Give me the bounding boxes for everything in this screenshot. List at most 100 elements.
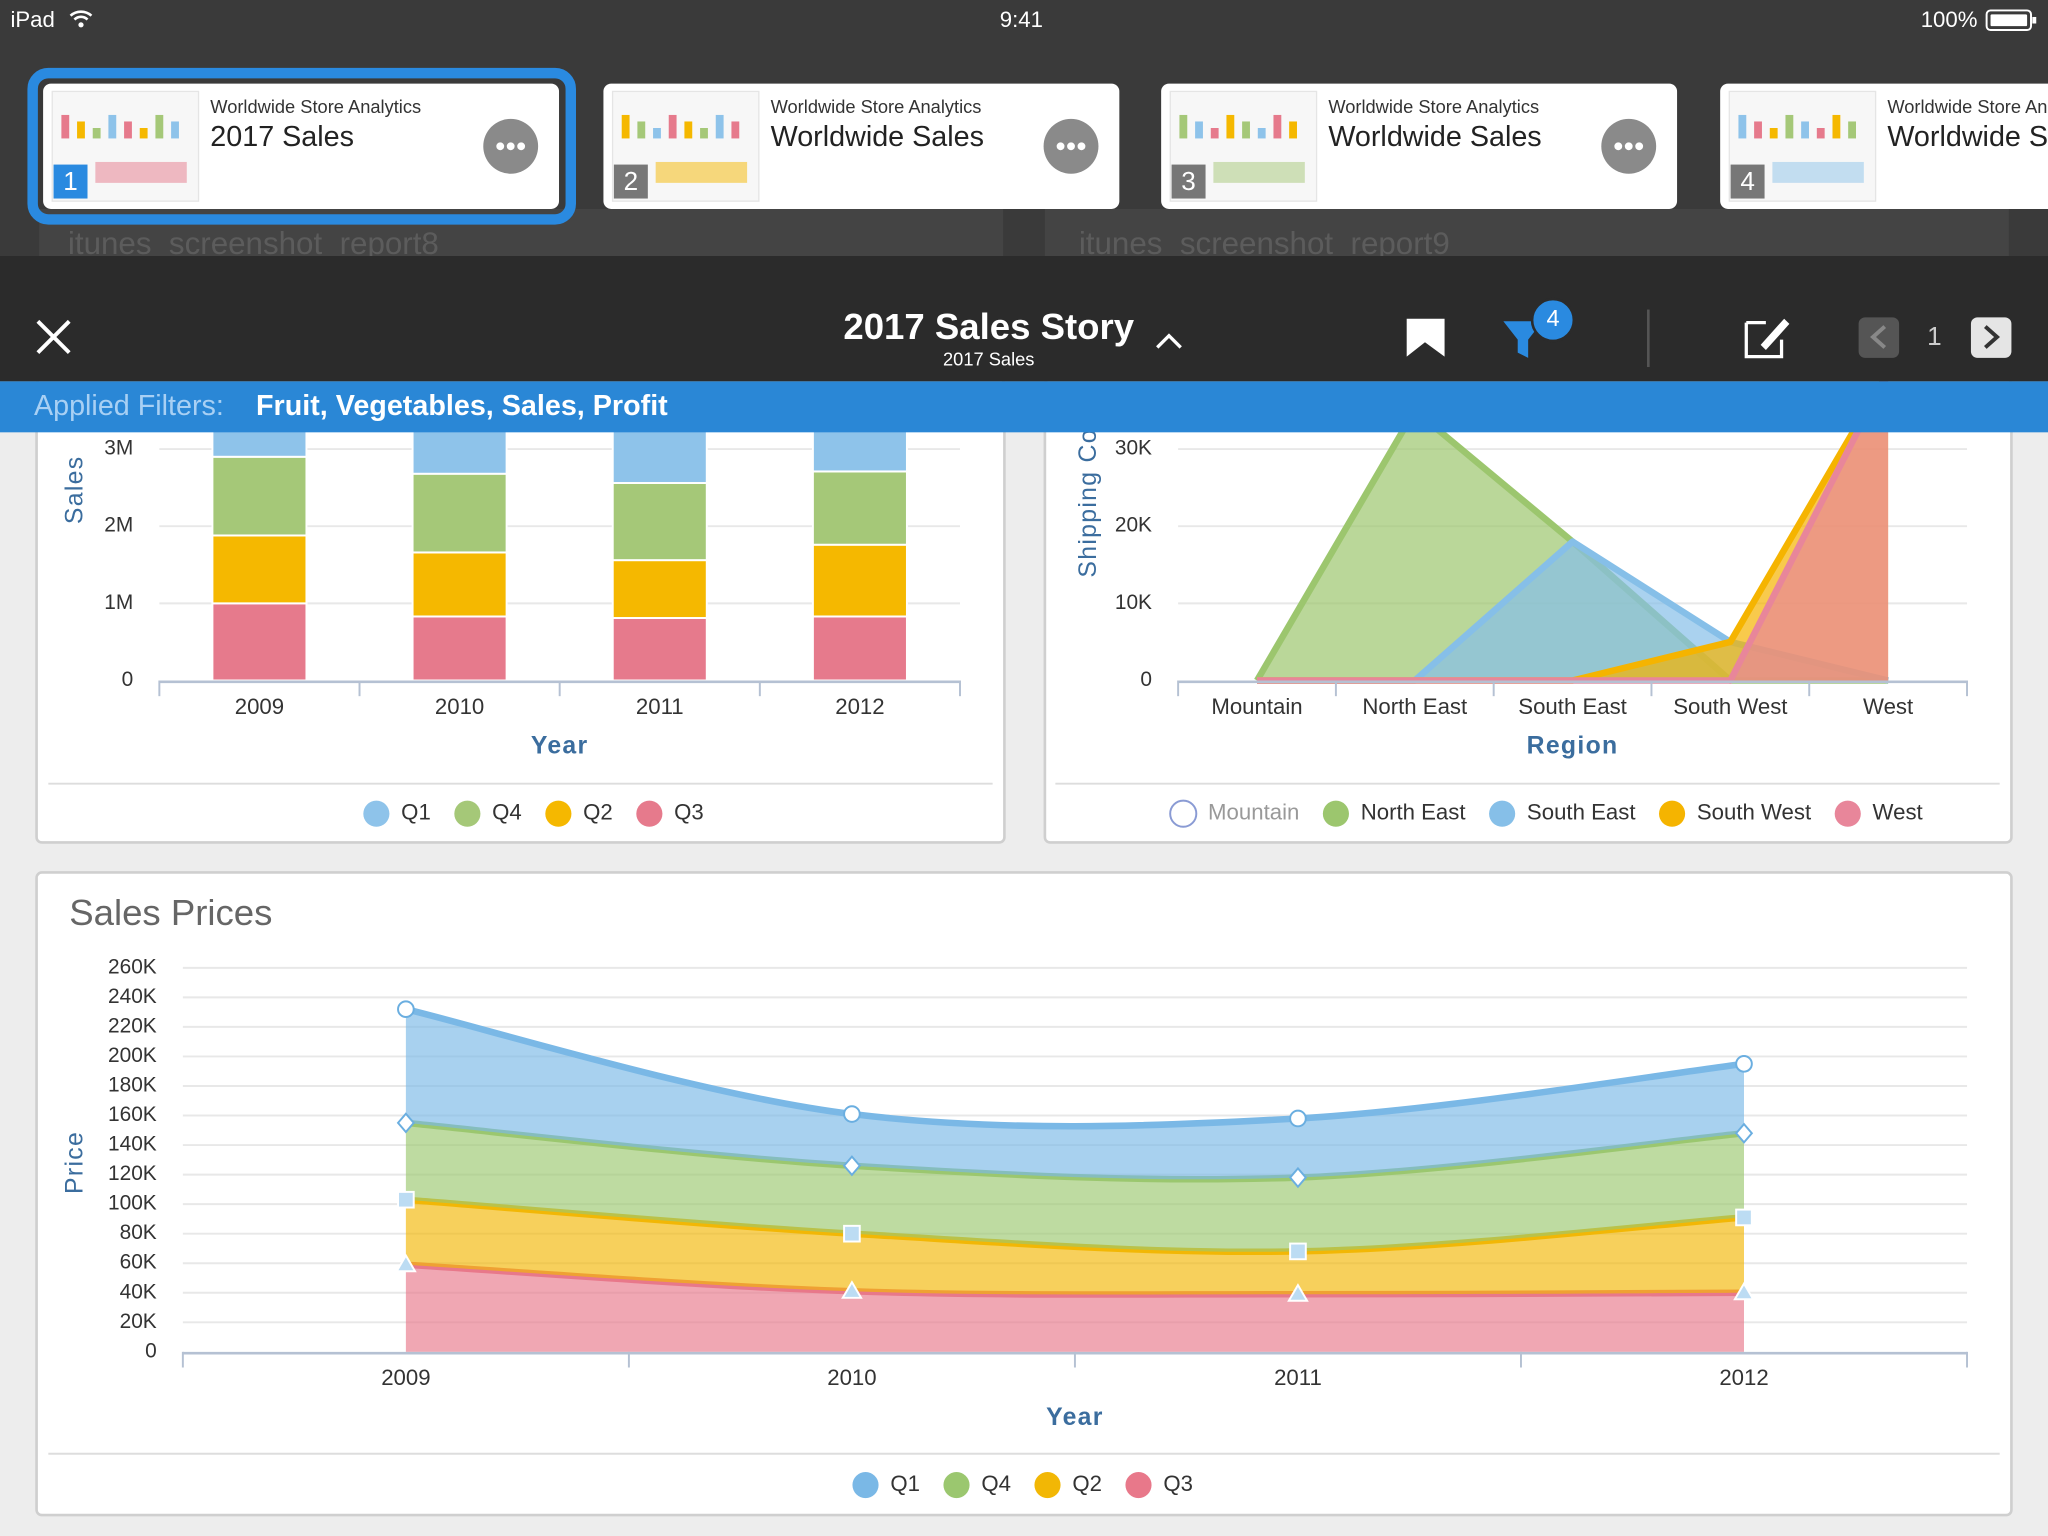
x-tick-label: West — [1863, 694, 1913, 719]
legend-swatch[interactable] — [454, 800, 481, 827]
thumbnail-detail — [1213, 161, 1305, 183]
y-tick-label: 3M — [104, 437, 133, 460]
card-number-badge — [53, 164, 88, 199]
legend-label[interactable]: Q4 — [492, 800, 522, 825]
bar-segment — [411, 426, 508, 475]
legend-label[interactable]: Q1 — [401, 800, 431, 825]
legend-swatch[interactable] — [943, 1471, 970, 1499]
thumbnail-detail — [61, 114, 70, 139]
thumbnail-detail — [1816, 127, 1825, 139]
thumbnail-detail — [653, 127, 661, 139]
bar-segment — [211, 602, 308, 682]
filter-label: Applied Filters: — [34, 390, 224, 422]
thumbnail-detail — [1226, 114, 1235, 139]
previous-page[interactable] — [1870, 325, 1887, 349]
legend-swatch[interactable] — [1034, 1471, 1061, 1499]
previous-page[interactable] — [1858, 317, 1900, 358]
card-title: Worldwide Sales — [1328, 121, 1541, 153]
y-tick-label: 260K — [108, 955, 157, 978]
thumbnail-detail — [1179, 114, 1188, 139]
point-marker — [397, 1000, 415, 1019]
point-marker — [397, 1190, 415, 1209]
filter-button[interactable] — [1503, 321, 1543, 358]
header: itunes_screenshot_report8 itunes_screens… — [0, 0, 2048, 433]
y-tick-label: 100K — [108, 1192, 157, 1215]
x-tick-label: 2012 — [835, 694, 884, 719]
legend-label[interactable]: South East — [1527, 800, 1636, 825]
bar-segment — [611, 617, 708, 682]
point-marker — [1735, 1208, 1753, 1227]
thumbnail-detail — [139, 127, 148, 139]
y-tick-label: 0 — [122, 668, 134, 691]
legend-swatch[interactable] — [1125, 1471, 1152, 1499]
y-tick-label: 10K — [1115, 591, 1152, 614]
legend-label[interactable]: Q4 — [981, 1471, 1011, 1496]
collapse-chevron[interactable] — [1156, 333, 1182, 349]
thumbnail-detail — [1769, 127, 1778, 139]
battery-icon — [1985, 9, 2032, 32]
legend-swatch[interactable] — [636, 800, 663, 827]
legend-label[interactable]: Q3 — [1163, 1471, 1193, 1496]
x-axis-title: Year — [1046, 1404, 1104, 1431]
card-number: 1 — [63, 166, 78, 196]
close-button[interactable] — [36, 319, 71, 355]
legend-swatch[interactable] — [1489, 800, 1516, 827]
thumbnail-detail — [655, 161, 748, 183]
thumbnail-detail — [731, 121, 740, 139]
area — [1257, 371, 1889, 681]
wifi-icon — [69, 10, 93, 21]
bookmark-button[interactable] — [1406, 318, 1445, 357]
y-tick-label: 240K — [108, 985, 157, 1008]
legend-label[interactable]: Q1 — [890, 1471, 920, 1496]
legend-swatch[interactable] — [363, 800, 390, 827]
thumbnail-detail — [700, 127, 708, 139]
legend-swatch[interactable] — [1322, 800, 1349, 827]
next-page[interactable] — [1970, 317, 2012, 358]
legend-swatch[interactable] — [852, 1471, 879, 1499]
legend-swatch[interactable] — [1834, 800, 1861, 827]
report-card[interactable]: 1 Worldwide Store Analytics 2017 Sales — [43, 83, 560, 209]
x-tick-label: 2012 — [1719, 1365, 1768, 1390]
x-tick-label: South East — [1518, 694, 1627, 719]
legend: Q1 Q4 Q2 Q3 — [363, 800, 704, 827]
legend: Q1 Q4 Q2 Q3 — [852, 1471, 1193, 1499]
y-tick-label: 40K — [120, 1280, 157, 1303]
x-axis-title: Year — [531, 733, 589, 760]
background-label: itunes_screenshot_report8 — [68, 226, 439, 261]
edit-button[interactable] — [1744, 320, 1784, 359]
story-title[interactable]: 2017 Sales Story — [843, 306, 1134, 347]
thumbnail-detail — [1801, 121, 1809, 139]
next-page[interactable] — [1984, 325, 2001, 349]
legend-label[interactable]: North East — [1361, 800, 1466, 825]
thumbnail-detail — [95, 161, 187, 183]
legend-swatch[interactable] — [545, 800, 572, 827]
legend-swatch[interactable] — [1659, 800, 1686, 827]
y-tick-label: 80K — [120, 1221, 157, 1244]
report-card[interactable]: 2 Worldwide Store Analytics Worldwide Sale… — [603, 83, 1120, 209]
edit-button[interactable] — [1760, 318, 1790, 351]
legend-swatch[interactable] — [1169, 799, 1198, 828]
point-marker — [843, 1224, 861, 1243]
filter-count: 4 — [1546, 305, 1559, 331]
card-number: 2 — [624, 166, 639, 196]
thumbnail-detail — [715, 114, 724, 139]
legend-label[interactable]: Mountain — [1208, 800, 1299, 825]
y-tick-label: 0 — [145, 1339, 157, 1362]
point-marker — [1287, 1283, 1309, 1302]
bar-segment — [211, 455, 308, 537]
legend-label[interactable]: South West — [1697, 800, 1811, 825]
y-tick-label: 120K — [108, 1162, 157, 1185]
y-tick-label: 140K — [108, 1133, 157, 1156]
report-card[interactable]: 4 Worldwide Store Analytics Worldwide Sale… — [1720, 83, 2048, 209]
more-dot — [1056, 142, 1065, 151]
legend-label[interactable]: West — [1873, 800, 1923, 825]
point-marker — [843, 1105, 861, 1123]
point-marker — [1289, 1242, 1307, 1261]
filter-value[interactable]: Fruit, Vegetables, Sales, Profit — [256, 390, 668, 422]
legend-label[interactable]: Q2 — [1072, 1471, 1102, 1496]
legend-label[interactable]: Q3 — [674, 800, 704, 825]
legend-label[interactable]: Q2 — [583, 800, 613, 825]
y-axis-title: Sales — [61, 456, 88, 525]
report-card[interactable]: 3 Worldwide Store Analytics Worldwide Sale… — [1161, 83, 1678, 209]
thumbnail-detail — [621, 114, 630, 139]
